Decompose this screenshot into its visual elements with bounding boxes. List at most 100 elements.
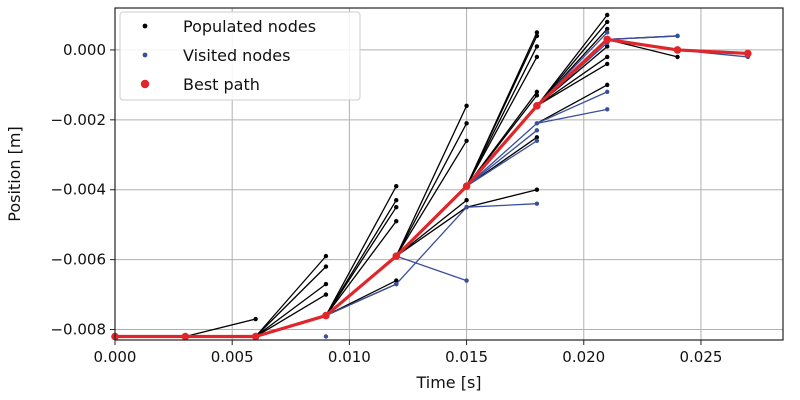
edge-line [255,294,327,338]
best-path-point [533,102,541,110]
node-point [394,198,399,203]
edge-line [466,140,538,187]
node-point [605,61,610,67]
y-tick-label: −0.006 [50,251,106,269]
node-point [394,205,399,210]
y-tick-label: −0.004 [50,181,106,199]
node-point [394,278,399,283]
node-point [605,107,610,112]
node-point [605,82,610,88]
edge-line [325,220,397,316]
edge-line [466,56,538,187]
node-point [323,281,329,287]
node-point [464,103,469,109]
y-tick-label: 0.000 [63,41,106,59]
y-axis-label: Position [m] [5,126,24,221]
edge-line [466,129,538,187]
edge-line [395,199,467,257]
node-point [253,316,258,322]
edge-line [185,318,256,338]
best-path-point [251,332,260,341]
node-point [605,19,610,25]
plot-frame [114,7,784,341]
x-tick-label: 0.005 [211,348,254,366]
legend-box [119,11,361,101]
edge-line [395,140,468,257]
best-path-point [603,35,612,44]
edge-line [465,46,538,187]
best-path-series [111,35,752,341]
node-point [534,33,540,39]
node-point [464,138,469,143]
node-point [605,12,610,18]
node-point [394,184,399,189]
edge-line [466,203,537,208]
edge-line [536,91,608,124]
edge-line [536,63,608,107]
node-point [675,54,680,60]
x-axis-ticks: 0.000 0.005 0.010 0.015 0.020 0.025 [94,340,722,366]
x-tick-label: 0.015 [445,348,488,366]
edge-line [607,35,678,41]
edge-line [325,206,397,316]
node-point [605,54,610,60]
edge-line [395,206,468,285]
x-tick-label: 0.010 [328,348,371,366]
edge-line [395,206,467,257]
edge-line [536,108,608,124]
best-path-point [673,46,682,54]
node-point [534,201,540,206]
node-point [464,205,469,210]
x-tick-label: 0.020 [562,348,605,366]
best-path-point [744,49,752,58]
edge-line [466,122,538,187]
edge-line [396,255,467,282]
node-point [534,89,540,95]
edge-line [536,14,608,107]
x-tick-label: 0.025 [679,348,722,366]
node-point [605,26,610,32]
node-point [323,292,329,297]
visited-nodes-series [323,30,751,339]
node-point [534,128,540,133]
edge-line [395,105,468,257]
node-point [534,187,540,192]
edge-line [255,255,327,337]
best-path-point [181,332,190,341]
best-path-line [115,37,748,339]
node-point [323,334,329,339]
node-point [464,198,469,203]
legend-label: Populated nodes [183,17,316,36]
edge-line [325,185,397,316]
node-point [605,89,610,95]
node-point [464,121,469,126]
edge-line [466,189,538,208]
edge-line [465,35,538,187]
edge-line [536,84,608,124]
y-tick-label: −0.008 [50,321,106,339]
legend-label: Visited nodes [183,46,290,65]
node-point [605,44,610,49]
node-point [394,218,399,224]
best-path-point [322,311,330,320]
y-axis-ticks: −0.008 −0.006 −0.004 −0.002 0.000 [50,41,115,339]
node-point [534,30,540,35]
y-tick-label: −0.002 [50,111,106,129]
node-point [534,135,540,140]
node-point [534,44,540,49]
node-point [534,54,540,60]
edge-line [255,283,327,338]
node-point [534,138,540,143]
node-point [464,278,469,283]
populated-nodes-series [115,12,680,339]
edge-line [395,123,468,257]
node-point [605,30,610,35]
node-point [534,93,540,98]
best-path-point [462,182,471,191]
edge-line [255,266,327,337]
node-point [323,264,329,269]
legend-marker [140,79,150,89]
legend-marker [142,23,148,29]
edge-line [325,283,397,317]
